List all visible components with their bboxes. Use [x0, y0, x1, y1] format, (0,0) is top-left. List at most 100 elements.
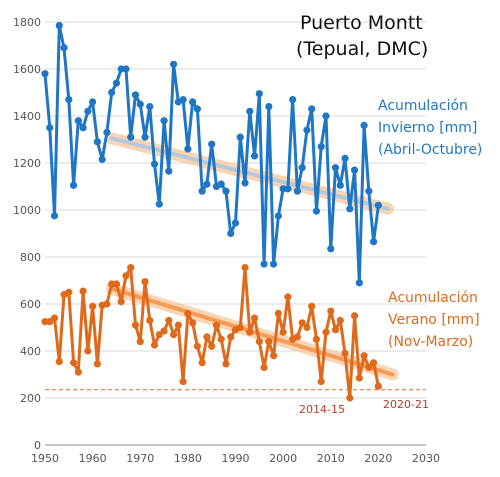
data-point — [150, 160, 159, 168]
data-point — [289, 95, 297, 104]
data-point — [346, 205, 354, 213]
data-point — [250, 314, 259, 322]
data-point — [198, 359, 206, 367]
data-point — [336, 181, 344, 189]
data-point — [241, 179, 249, 187]
data-point — [184, 309, 192, 317]
data-point — [298, 164, 306, 172]
data-point — [317, 377, 325, 386]
data-point — [350, 312, 359, 320]
data-point — [74, 117, 82, 125]
data-point — [298, 319, 306, 327]
data-point — [346, 394, 354, 402]
data-point — [303, 126, 311, 134]
x-tick-label: 2000 — [269, 452, 297, 465]
data-point — [146, 316, 154, 325]
data-point — [231, 219, 240, 227]
data-point — [136, 338, 144, 346]
y-tick-label: 1800 — [13, 16, 41, 29]
data-point — [146, 103, 154, 111]
data-point — [331, 164, 340, 172]
data-point — [131, 91, 140, 99]
x-tick-label: 1990 — [222, 452, 250, 465]
data-point — [241, 263, 249, 272]
x-tick-label: 1980 — [174, 452, 202, 465]
data-point — [312, 335, 321, 343]
data-point — [260, 260, 268, 268]
data-point — [331, 326, 340, 334]
data-point — [93, 138, 101, 146]
data-point — [155, 200, 163, 208]
annotation-label: 2014-15 — [299, 403, 345, 416]
data-point — [222, 187, 230, 195]
data-point — [122, 272, 130, 280]
data-point — [74, 368, 82, 376]
annotation-label: 2020-21 — [383, 398, 429, 411]
data-point — [322, 328, 330, 336]
data-point — [217, 180, 225, 188]
series-label: Verano [mm] — [388, 312, 480, 328]
data-point — [189, 319, 197, 327]
y-tick-label: 1000 — [13, 204, 41, 217]
data-point — [265, 103, 273, 111]
data-point — [336, 316, 344, 325]
data-point — [308, 105, 316, 113]
chart-subtitle: (Tepual, DMC) — [296, 38, 428, 60]
y-tick-label: 1600 — [13, 63, 41, 76]
data-point — [284, 293, 292, 301]
data-point — [127, 133, 135, 141]
chart-title: Puerto Montt — [300, 12, 423, 34]
series-label: Acumulación — [388, 290, 478, 306]
data-point — [370, 359, 378, 367]
data-point — [179, 95, 187, 104]
x-tick-label: 2010 — [317, 452, 345, 465]
data-point — [55, 21, 63, 30]
data-point — [355, 374, 363, 382]
data-point — [55, 357, 63, 366]
data-point — [317, 142, 325, 151]
data-point — [174, 321, 182, 329]
grid — [45, 21, 426, 446]
data-point — [84, 107, 92, 115]
data-point — [108, 88, 116, 97]
data-point — [127, 263, 135, 272]
data-point — [203, 180, 211, 188]
y-tick-label: 600 — [20, 298, 41, 311]
data-point — [341, 154, 349, 162]
data-point — [150, 341, 159, 349]
data-point — [217, 335, 225, 343]
data-point — [69, 181, 78, 189]
data-point — [184, 145, 192, 153]
data-point — [65, 95, 73, 104]
data-point — [89, 302, 97, 310]
x-tick-label: 1950 — [31, 452, 59, 465]
data-point — [227, 333, 235, 341]
data-point — [84, 347, 92, 355]
data-point — [208, 140, 216, 148]
series-group — [41, 21, 382, 402]
data-point — [212, 321, 221, 329]
data-point — [365, 363, 373, 372]
data-point — [370, 238, 378, 246]
data-point — [141, 133, 149, 141]
data-point — [179, 377, 187, 386]
data-point — [303, 323, 311, 332]
data-point — [374, 201, 382, 209]
y-tick-label: 200 — [20, 392, 41, 405]
data-point — [222, 360, 230, 368]
data-point — [165, 316, 173, 325]
data-point — [260, 363, 268, 372]
x-tick-label: 1960 — [79, 452, 107, 465]
data-point — [189, 98, 197, 106]
data-point — [270, 260, 278, 268]
data-point — [284, 185, 292, 193]
series-label: (Nov-Marzo) — [388, 334, 473, 350]
data-point — [131, 321, 140, 329]
data-point — [112, 280, 121, 288]
data-point — [312, 207, 321, 215]
axes: 0 200 400 600 800 1000 1200 1400 1600 1800 1950 196… — [13, 16, 440, 465]
data-point — [246, 328, 254, 336]
data-point — [50, 314, 59, 322]
data-point — [265, 338, 273, 346]
series-line-invierno — [43, 24, 380, 285]
